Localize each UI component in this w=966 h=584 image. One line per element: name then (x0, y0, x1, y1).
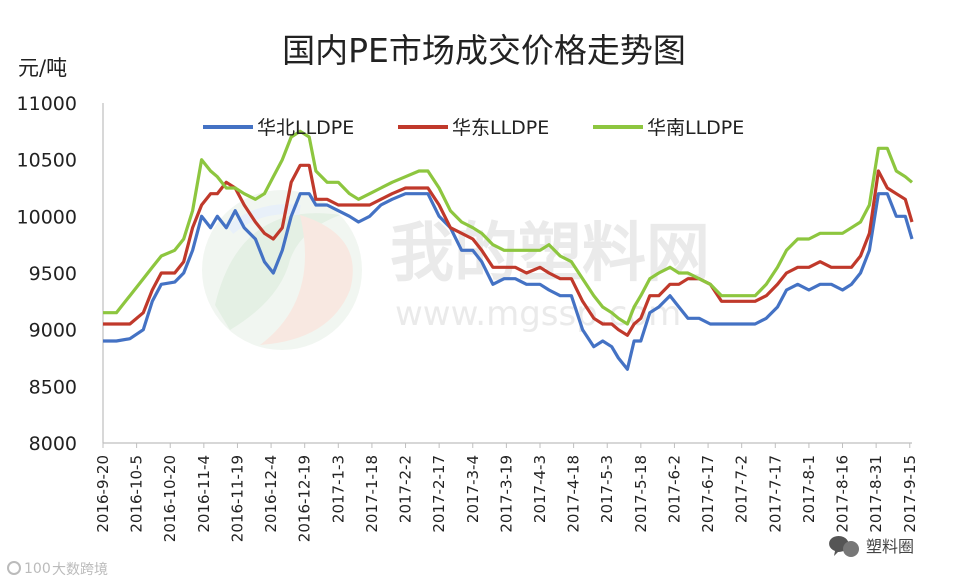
series-lines (103, 129, 914, 371)
x-tick-label: 2017-1-3 (329, 455, 347, 523)
x-tick-label: 2017-6-2 (665, 455, 683, 523)
x-tick-label: 2017-2-17 (430, 455, 448, 533)
x-tick-label: 2016-9-20 (94, 455, 112, 533)
y-tick-label: 9000 (29, 320, 77, 342)
legend-label-0: 华北LLDPE (257, 117, 354, 139)
x-tick-label: 2016-12-4 (262, 455, 280, 533)
x-tick-label: 2017-5-18 (632, 455, 650, 533)
x-tick-label: 2016-12-19 (296, 455, 314, 542)
watermark-logo (202, 190, 362, 350)
y-tick-label: 8000 (29, 433, 77, 455)
x-tick-label: 2017-3-19 (497, 455, 515, 533)
legend-label-2: 华南LLDPE (647, 117, 744, 139)
legend-label-1: 华东LLDPE (452, 117, 549, 139)
x-tick-label: 2017-7-17 (766, 455, 784, 533)
x-tick-label: 2017-7-2 (733, 455, 751, 523)
x-tick-label: 2017-8-1 (800, 455, 818, 523)
wechat-icon (829, 536, 849, 556)
y-tick-label: 9500 (29, 263, 77, 285)
x-tick-label: 2016-11-19 (228, 455, 246, 542)
x-tick-label: 2016-10-5 (128, 455, 146, 533)
legend: 华北LLDPE 华东LLDPE 华南LLDPE (203, 117, 744, 139)
watermark: 我的塑料网 www.mgssp.com (202, 190, 710, 350)
x-tick-label: 2017-1-18 (363, 455, 381, 533)
y-tick-label: 10000 (17, 206, 77, 228)
x-tick-label: 2017-6-17 (699, 455, 717, 533)
y-tick-labels: 11000 10500 10000 9500 9000 8500 8000 (17, 93, 77, 455)
series-line-0 (103, 192, 914, 371)
x-tick-label: 2017-8-31 (867, 455, 885, 533)
corner-left-text: 大数跨境 (52, 562, 108, 578)
corner-right-text: 塑料圈 (866, 537, 914, 556)
y-tick-label: 8500 (29, 376, 77, 398)
chart-title: 国内PE市场成交价格走势图 (282, 31, 686, 70)
x-tick-label: 2017-4-3 (531, 455, 549, 523)
x-tick-label: 2017-8-16 (834, 455, 852, 533)
series-line-2 (103, 129, 914, 326)
svg-text:100: 100 (24, 561, 51, 577)
y-axis-unit: 元/吨 (18, 56, 67, 80)
x-tick-label: 2017-4-18 (565, 455, 583, 533)
x-tick-label: 2017-9-15 (901, 455, 919, 533)
y-tick-label: 11000 (17, 93, 77, 115)
corner-right-mark: 塑料圈 (829, 536, 914, 557)
y-tick-label: 10500 (17, 150, 77, 172)
x-tick-label: 2017-2-2 (397, 455, 415, 523)
x-tick-label: 2016-11-4 (195, 455, 213, 533)
corner-left-mark: 100 大数跨境 (7, 561, 108, 578)
watermark-text: 我的塑料网 (390, 217, 710, 291)
corner-logo-icon (7, 561, 21, 575)
series-line-1 (103, 163, 914, 337)
x-tick-label: 2017-5-3 (598, 455, 616, 523)
x-tick-labels: 2016-9-20 2016-10-5 2016-10-20 2016-11-4 201… (94, 443, 919, 542)
x-tick-label: 2016-10-20 (161, 455, 179, 542)
x-tick-label: 2017-3-4 (464, 455, 482, 523)
